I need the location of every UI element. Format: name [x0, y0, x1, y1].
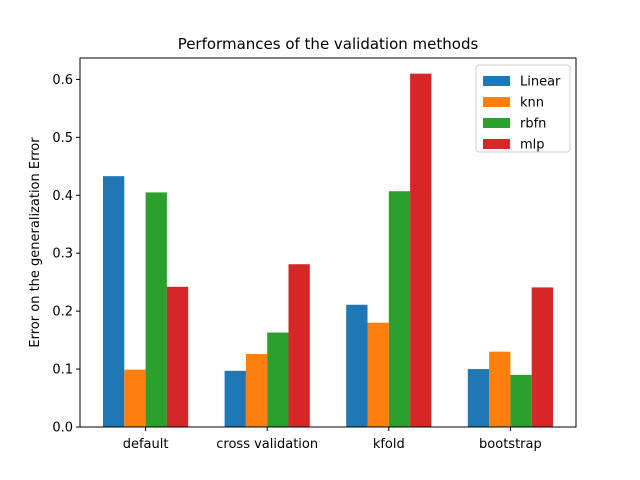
legend-swatch-mlp	[483, 139, 510, 149]
bar-rbfn-kfold	[388, 191, 411, 427]
legend-swatch-linear	[483, 76, 510, 86]
y-tick-label: 0.1	[52, 363, 73, 378]
y-tick-label: 0.4	[52, 189, 73, 204]
legend-label-rbfn: rbfn	[520, 117, 546, 132]
bar-linear-cross-validation	[224, 370, 246, 427]
legend-swatch-rbfn	[483, 118, 510, 128]
y-axis-title: Error on the generalization Error	[28, 137, 43, 348]
x-tick-label: default	[123, 437, 169, 452]
legend-box	[475, 64, 571, 153]
bar-mlp-default	[166, 286, 189, 427]
y-tick-label: 0.2	[52, 305, 73, 320]
legend-swatch-knn	[483, 97, 510, 107]
legend-label-knn: knn	[520, 96, 544, 111]
bar-linear-default	[103, 176, 125, 427]
bar-rbfn-cross-validation	[267, 332, 289, 427]
y-tick-label: 0.6	[52, 73, 73, 88]
y-tick-label: 0.3	[52, 247, 73, 262]
bar-linear-bootstrap	[467, 369, 490, 427]
bar-mlp-cross-validation	[288, 264, 310, 427]
bar-knn-default	[124, 369, 146, 427]
bar-linear-kfold	[346, 304, 368, 427]
legend-label-linear: Linear	[520, 75, 561, 90]
x-tick-label: cross validation	[216, 437, 318, 452]
bar-knn-bootstrap	[489, 351, 511, 427]
y-tick-label: 0.5	[52, 131, 73, 146]
bar-knn-cross-validation	[245, 354, 268, 427]
bar-rbfn-default	[145, 192, 167, 427]
axes-group: 0.0 0.1 0.2 0.3 0.4 0.5 0.6 default cross valida…	[52, 57, 577, 452]
bar-mlp-kfold	[410, 73, 432, 427]
x-tick-label: bootstrap	[479, 437, 542, 452]
plot-frame	[79, 57, 577, 428]
legend-label-mlp: mlp	[520, 138, 545, 153]
y-tick-label: 0.0	[52, 421, 73, 436]
bar-mlp-bootstrap	[531, 287, 553, 427]
legend: Linear knn rbfn mlp	[475, 64, 571, 153]
chart-title: Performances of the validation methods	[178, 35, 479, 53]
bar-knn-kfold	[367, 322, 389, 427]
bar-rbfn-bootstrap	[510, 374, 532, 427]
x-tick-label: kfold	[373, 437, 405, 452]
bars-group	[103, 73, 553, 427]
